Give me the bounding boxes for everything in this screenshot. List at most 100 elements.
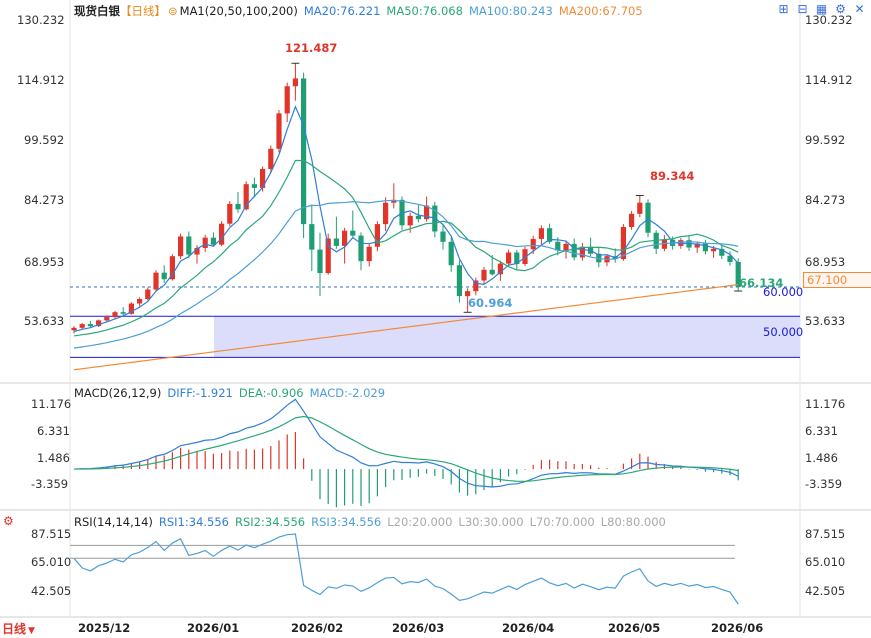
- ma20-line: [73, 105, 739, 333]
- price-axis-left-4: 84.273: [24, 193, 65, 207]
- price-axis-right-2: 114.912: [805, 73, 853, 87]
- candle-body: [415, 215, 421, 220]
- ma100-value: MA100:80.243: [468, 4, 553, 18]
- support-band: [214, 316, 800, 358]
- candle-body: [579, 246, 585, 258]
- candle-body: [661, 239, 667, 249]
- rsi-axis-right-2: 65.010: [805, 555, 846, 569]
- candle-body: [424, 205, 430, 220]
- macd-diff-line: [73, 398, 739, 488]
- candle-body: [235, 203, 241, 210]
- candle-body: [366, 246, 372, 262]
- macd-dea-value: DEA:-0.906: [238, 386, 304, 400]
- candle-body: [243, 184, 249, 210]
- macd-axis-left-2: 6.331: [37, 424, 70, 438]
- candle-body: [448, 241, 454, 266]
- candle-body: [374, 224, 380, 247]
- candle-body: [473, 280, 479, 292]
- x-axis-label-2: 2026/02: [291, 621, 344, 635]
- candle-body: [727, 255, 733, 262]
- candle-body: [71, 327, 77, 331]
- candle-body: [530, 238, 536, 250]
- period-tag[interactable]: 【日线】: [120, 4, 166, 18]
- candle-body: [391, 199, 397, 203]
- price-header: 现货白银【日线】 ⊜ MA1(20,50,100,200) MA20:76.221 MA…: [74, 3, 649, 19]
- candle-body: [358, 235, 364, 262]
- candle-body: [87, 324, 93, 327]
- candle-body: [219, 223, 225, 245]
- candle-body: [407, 215, 413, 226]
- macd-axis-left-3: 1.486: [37, 451, 70, 465]
- ma50-value: MA50:76.068: [386, 4, 463, 18]
- rsi3-value: RSI3:34.556: [311, 515, 382, 529]
- recent-low-label: 66.134: [739, 276, 784, 290]
- candle-body: [571, 243, 577, 258]
- macd-label[interactable]: MACD(26,12,9): [74, 386, 162, 400]
- macd-axis-right-2: 6.331: [805, 424, 838, 438]
- candle-body: [137, 298, 143, 304]
- rsi-l70: L70:70.000: [529, 515, 595, 529]
- rsi-line: [73, 533, 739, 605]
- ma50-line: [73, 159, 739, 337]
- candle-body: [333, 238, 339, 246]
- candle-body: [497, 263, 503, 275]
- ma-indicator-label[interactable]: MA1(20,50,100,200): [179, 4, 298, 18]
- candle-body: [481, 269, 487, 281]
- x-axis-label-4: 2026/04: [502, 621, 555, 635]
- price-axis-left-2: 114.912: [17, 73, 65, 87]
- rsi-label[interactable]: RSI(14,14,14): [74, 515, 153, 529]
- candle-body: [186, 236, 192, 255]
- chevron-down-icon: ▼: [28, 626, 35, 636]
- candle-body: [104, 317, 110, 321]
- rsi-settings-icon[interactable]: ⚙: [3, 514, 14, 528]
- expand-icon[interactable]: ⊞: [778, 1, 789, 16]
- candle-body: [645, 202, 651, 233]
- macd-header: MACD(26,12,9) DIFF:-1.921 DEA:-0.906 MACD:-…: [74, 386, 391, 400]
- x-axis-label-1: 2026/01: [187, 621, 240, 635]
- candle-body: [350, 230, 356, 236]
- settings-icon[interactable]: ⚙: [835, 1, 846, 16]
- candle-body: [210, 237, 216, 245]
- price-axis-left-3: 99.592: [24, 133, 65, 147]
- recent-high-label: 89.344: [650, 169, 695, 183]
- candle-body: [317, 249, 323, 274]
- macd-diff-value: DIFF:-1.921: [167, 386, 233, 400]
- chart-toolbar: ⊞ ⊟ ▦ ⚙ ✕: [776, 1, 867, 16]
- x-axis-label-3: 2026/03: [392, 621, 445, 635]
- rsi-axis-right-3: 42.505: [805, 584, 846, 598]
- low-label: 60.964: [468, 296, 513, 310]
- macd-axis-left-4: -3.359: [31, 477, 69, 491]
- x-axis-label-0: 2025/12: [78, 621, 131, 635]
- collapse-icon[interactable]: ⊟: [797, 1, 808, 16]
- period-selector[interactable]: 日线 ▼: [2, 620, 35, 637]
- candle-body: [268, 148, 274, 169]
- candle-body: [276, 113, 282, 149]
- candle-body: [128, 303, 134, 314]
- ma200-line: [73, 283, 739, 371]
- candle-body: [555, 241, 561, 251]
- sync-icon[interactable]: ⊜: [168, 4, 178, 18]
- candle-body: [694, 243, 700, 248]
- candle-body: [563, 243, 569, 251]
- rsi-l20: L20:20.000: [387, 515, 453, 529]
- rsi-axis-left-2: 65.010: [31, 555, 72, 569]
- candle-body: [456, 265, 462, 297]
- grid-icon[interactable]: ▦: [815, 1, 828, 16]
- candle-body: [514, 252, 520, 265]
- close-icon[interactable]: ✕: [854, 1, 865, 16]
- candle-body: [251, 184, 257, 188]
- candle-body: [440, 231, 446, 242]
- candle-body: [711, 248, 717, 252]
- macd-axis-left-1: 11.176: [31, 397, 72, 411]
- candle-body: [227, 203, 233, 224]
- rsi-l80: L80:80.000: [600, 515, 666, 529]
- rsi-l30: L30:30.000: [458, 515, 524, 529]
- rsi1-value: RSI1:34.556: [158, 515, 229, 529]
- price-axis-right-6: 53.633: [805, 314, 846, 328]
- candle-body: [284, 86, 290, 114]
- candle-body: [309, 224, 315, 250]
- price-axis-right-4: 84.273: [805, 193, 846, 207]
- price-axis-left-1: 130.232: [17, 13, 65, 27]
